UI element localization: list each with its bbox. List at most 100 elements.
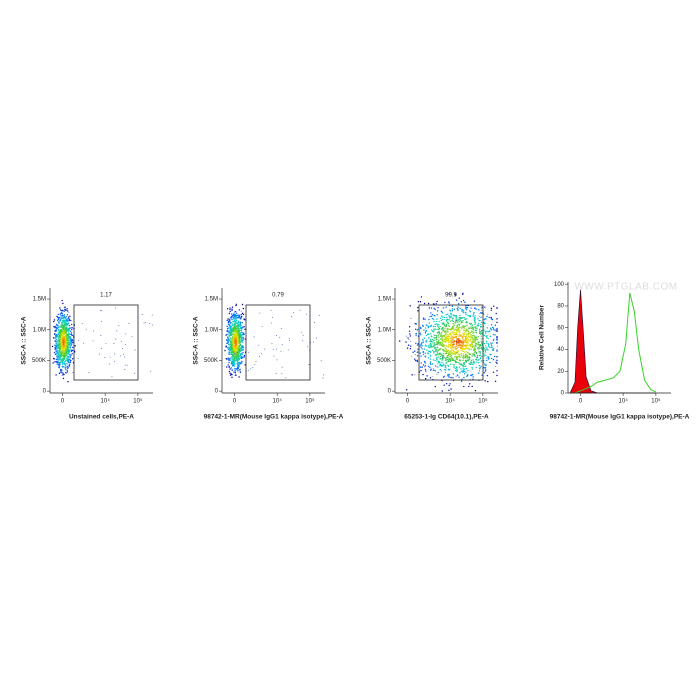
event-dot [456, 370, 458, 373]
event-dot [62, 342, 65, 345]
event-dot [231, 341, 234, 343]
event-dot [429, 325, 431, 328]
event-dot [447, 373, 449, 375]
event-dot [231, 340, 234, 342]
event-dot [123, 354, 125, 356]
event-dot [472, 354, 474, 356]
event-dot [441, 354, 443, 356]
event-dot [231, 308, 233, 310]
event-dot [486, 336, 488, 339]
event-dot [230, 333, 232, 335]
event-dot [435, 336, 438, 339]
event-dot [242, 338, 244, 340]
event-dot [57, 347, 59, 350]
event-dot [440, 364, 442, 367]
event-dot [241, 360, 243, 363]
event-dot [437, 363, 439, 365]
event-dot [455, 343, 458, 346]
event-dot [452, 346, 454, 349]
event-dot [474, 346, 476, 348]
event-dot [299, 309, 301, 311]
event-dot [275, 373, 277, 374]
event-dot [62, 317, 65, 319]
event-dot [461, 310, 463, 312]
event-dot [444, 327, 446, 329]
event-dot [58, 364, 60, 367]
event-dot [460, 301, 463, 303]
event-dot [471, 343, 473, 346]
event-dot [122, 348, 124, 350]
event-dot [487, 355, 489, 357]
event-dot [237, 329, 240, 331]
event-dot [69, 343, 71, 345]
event-dot [232, 348, 234, 350]
event-dot [448, 335, 450, 337]
event-dot [431, 314, 434, 316]
event-dot [56, 350, 58, 352]
event-dot [437, 366, 439, 368]
event-dot [447, 365, 450, 367]
event-dot [459, 344, 462, 346]
event-dot [476, 343, 478, 345]
event-dot [66, 371, 69, 373]
event-cloud [51, 299, 153, 383]
event-dot [496, 338, 498, 341]
event-dot [61, 317, 64, 319]
event-dot [463, 327, 466, 329]
event-dot [457, 328, 459, 330]
event-dot [234, 338, 237, 341]
event-dot [447, 318, 449, 321]
event-dot [432, 359, 435, 361]
event-dot [68, 324, 71, 327]
event-dot [480, 360, 483, 362]
event-dot [233, 329, 236, 331]
event-dot [473, 361, 475, 364]
event-dot [280, 327, 282, 329]
event-dot [225, 346, 227, 348]
event-dot [434, 385, 437, 388]
event-dot [458, 334, 460, 337]
event-dot [445, 367, 447, 369]
event-dot [234, 321, 236, 323]
event-dot [61, 371, 63, 374]
event-dot [228, 351, 230, 353]
event-dot [65, 371, 67, 374]
event-dot [441, 361, 443, 364]
event-dot [457, 318, 459, 320]
event-dot [452, 320, 455, 323]
event-dot [229, 307, 231, 309]
event-dot [239, 369, 241, 371]
event-dot [457, 344, 459, 347]
event-dot [453, 342, 455, 344]
event-dot [459, 363, 462, 365]
event-dot [473, 312, 475, 314]
event-dot [70, 338, 72, 340]
gate-percent: 1.17 [100, 293, 112, 299]
event-dot [68, 356, 70, 358]
event-dot [463, 351, 466, 353]
event-dot [468, 322, 471, 325]
event-dot [490, 344, 493, 347]
event-dot [485, 340, 488, 343]
event-dot [236, 342, 239, 344]
event-dot [448, 358, 451, 360]
event-dot [77, 358, 79, 360]
event-dot [479, 313, 481, 315]
event-dot [59, 356, 61, 359]
event-dot [119, 355, 121, 357]
event-dot [151, 314, 153, 316]
event-dot [459, 316, 461, 318]
event-dot [443, 375, 446, 378]
event-dot [470, 359, 473, 362]
event-dot [445, 314, 447, 316]
event-dot [475, 308, 477, 310]
event-dot [71, 342, 73, 344]
event-dot [435, 354, 438, 356]
event-dot [432, 325, 435, 328]
event-dot [448, 316, 451, 319]
event-dot [100, 310, 102, 311]
event-dot [445, 323, 448, 326]
event-dot [236, 347, 238, 349]
event-dot [56, 315, 58, 318]
event-dot [63, 335, 65, 338]
